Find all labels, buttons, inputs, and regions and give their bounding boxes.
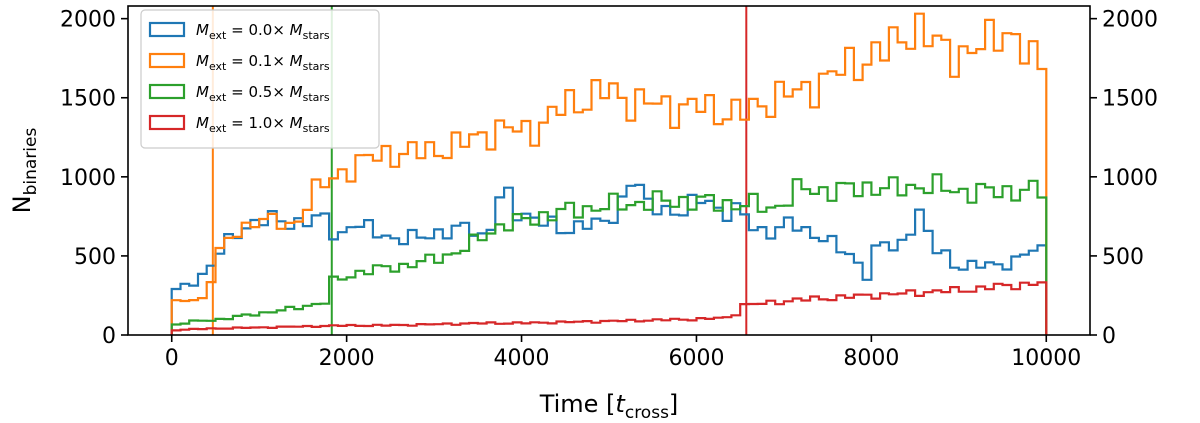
x-axis-label: Time [tcross] bbox=[539, 390, 679, 423]
y-tick-label-right-1: 500 bbox=[1102, 245, 1144, 270]
series-step-line-3 bbox=[170, 281, 1048, 335]
x-tick-label-0: 0 bbox=[165, 346, 179, 371]
y-tick-label-left-2: 1000 bbox=[60, 166, 116, 191]
series-step-line-2 bbox=[170, 173, 1048, 335]
x-tick-label-5: 10000 bbox=[1011, 346, 1081, 371]
y-axis-label: Nbinaries bbox=[8, 128, 41, 214]
legend-label-3: Mext = 1.0× Mstars bbox=[196, 114, 330, 135]
axis-ticks: 0 2000 4000 6000 8000 10000 0 0 500 500 1000 1000 15… bbox=[60, 8, 1158, 371]
x-tick-label-4: 8000 bbox=[843, 346, 899, 371]
legend-swatch-3 bbox=[148, 114, 186, 131]
legend-swatch-2 bbox=[148, 83, 186, 100]
legend-label-2: Mext = 0.5× Mstars bbox=[196, 83, 330, 104]
series-step-line-1 bbox=[170, 12, 1048, 335]
x-tick-label-3: 6000 bbox=[668, 346, 724, 371]
histogram-series-group bbox=[170, 12, 1048, 335]
y-tick-label-right-3: 1500 bbox=[1102, 87, 1158, 112]
y-tick-label-left-3: 1500 bbox=[60, 87, 116, 112]
x-tick-label-2: 4000 bbox=[494, 346, 550, 371]
y-tick-label-left-4: 2000 bbox=[60, 8, 116, 33]
y-tick-label-right-2: 1000 bbox=[1102, 166, 1158, 191]
y-tick-label-right-0: 0 bbox=[1102, 324, 1116, 349]
legend-swatch-1 bbox=[148, 52, 186, 69]
y-tick-label-left-1: 500 bbox=[74, 245, 116, 270]
y-tick-label-left-0: 0 bbox=[102, 324, 116, 349]
legend-box bbox=[140, 9, 380, 149]
x-tick-label-1: 2000 bbox=[319, 346, 375, 371]
legend-label-1: Mext = 0.1× Mstars bbox=[196, 52, 330, 73]
legend-label-0: Mext = 0.0× Mstars bbox=[196, 21, 330, 42]
plot-frame bbox=[127, 5, 1091, 336]
y-tick-label-right-4: 2000 bbox=[1102, 8, 1158, 33]
legend: Mext = 0.0× Mstars Mext = 0.1× Mstars Mext… bbox=[140, 9, 380, 149]
series-step-line-0 bbox=[170, 183, 1048, 335]
legend-swatch-0 bbox=[148, 21, 186, 38]
